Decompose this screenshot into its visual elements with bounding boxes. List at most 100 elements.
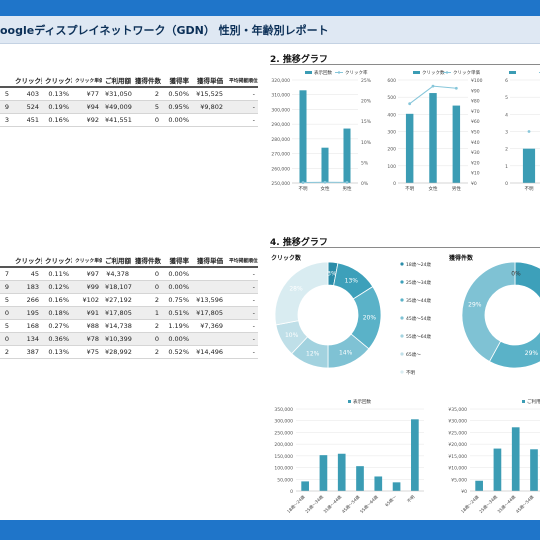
table-cell: ¥18,107 xyxy=(102,280,132,294)
y-tick-label: 270,000 xyxy=(271,152,290,158)
table-cell: ¥88 xyxy=(72,319,102,333)
column-header: クリック単価 xyxy=(72,74,102,88)
bar xyxy=(522,148,536,183)
table-row: 9 183 0.12% ¥99 ¥18,107 0 0.00% - xyxy=(0,280,258,294)
legend-label: 45歳〜54歳 xyxy=(406,315,431,322)
table-cell: 0.27% xyxy=(42,319,72,333)
table-cell: - xyxy=(226,306,258,320)
bar xyxy=(301,481,309,491)
y-tick-label: 100,000 xyxy=(274,466,293,472)
table-cell: 0.16% xyxy=(42,293,72,307)
column-header: 獲得率 xyxy=(162,74,192,88)
row-lead-cell: 2 xyxy=(0,345,12,359)
table-cell: ¥31,050 xyxy=(102,87,132,101)
legend-label: 18歳〜24歳 xyxy=(406,261,431,268)
table-cell: - xyxy=(226,319,258,333)
bar xyxy=(530,449,538,491)
slice-label: 12% xyxy=(306,351,320,358)
table-cell: ¥97 xyxy=(72,267,102,281)
row-lead-cell: 5 xyxy=(0,87,12,101)
y-tick-label: 5 xyxy=(505,95,508,101)
table-cell: 524 xyxy=(12,100,42,114)
table-cell: ¥28,992 xyxy=(102,345,132,359)
y-tick-label: 600 xyxy=(387,78,396,84)
legend-label: 表示回数 xyxy=(314,69,332,76)
y-tick-label: ¥30,000 xyxy=(448,419,467,425)
legend-dot xyxy=(400,352,404,356)
table-cell xyxy=(192,280,226,294)
y-tick-label: ¥20,000 xyxy=(448,442,467,448)
table-row: 0 134 0.36% ¥78 ¥10,399 0 0.00% - xyxy=(0,332,258,346)
column-header: 獲得件数 xyxy=(132,254,162,268)
column-header: 平均掲載順位 xyxy=(226,254,258,268)
legend-swatch-bar xyxy=(348,400,351,403)
table-cell: ¥13,596 xyxy=(192,293,226,307)
y-tick-label: 1 xyxy=(505,164,508,170)
column-header: 獲得単価 xyxy=(192,254,226,268)
legend-swatch-bar xyxy=(522,400,525,403)
section-title-age-graphs: 4. 推移グラフ xyxy=(270,238,328,248)
table-cell: ¥7,369 xyxy=(192,319,226,333)
table-cell: 195 xyxy=(12,306,42,320)
line-point xyxy=(527,130,531,133)
legend-swatch-bar xyxy=(305,71,312,74)
x-tick-label: 35歳〜44歳 xyxy=(496,493,517,514)
y-tick-label: ¥5,000 xyxy=(451,477,467,483)
table-cell: 0.95% xyxy=(162,100,192,114)
y-tick-label: 310,000 xyxy=(271,93,290,99)
y-tick-label: 290,000 xyxy=(271,122,290,128)
column-header: ご利用額 xyxy=(102,254,132,268)
slice-label: 10% xyxy=(285,332,299,339)
y2-tick-label: ¥60 xyxy=(471,119,480,125)
table-cell: - xyxy=(226,293,258,307)
legend-label: 65歳〜 xyxy=(406,351,421,358)
y-tick-label: 150,000 xyxy=(274,454,293,460)
x-tick-label: 18歳〜24歳 xyxy=(285,493,306,514)
x-tick-label: 45歳〜54歳 xyxy=(514,493,535,514)
row-lead-cell: 0 xyxy=(0,306,12,320)
legend-dot xyxy=(400,280,404,284)
table-cell: 387 xyxy=(12,345,42,359)
bar xyxy=(493,448,502,491)
section-title-gender-graphs: 2. 推移グラフ xyxy=(270,55,328,65)
bar xyxy=(452,105,461,183)
y-tick-label: ¥0 xyxy=(461,489,467,495)
table-cell: ¥14,738 xyxy=(102,319,132,333)
legend-label: クリック単価 xyxy=(453,69,480,76)
table-cell: 0.52% xyxy=(162,345,192,359)
legend-dot xyxy=(400,262,404,266)
y-tick-label: 260,000 xyxy=(271,166,290,172)
table-row: 7 45 0.11% ¥97 ¥4,378 0 0.00% - xyxy=(0,267,258,281)
table-cell: 134 xyxy=(12,332,42,346)
donut-slice xyxy=(461,261,516,362)
y-tick-label: 300,000 xyxy=(274,419,293,425)
slice-label: 20% xyxy=(363,315,377,322)
bottom-blue-band xyxy=(0,520,540,540)
slice-label: 29% xyxy=(468,302,482,309)
legend-label: クリック数 xyxy=(422,69,445,76)
column-header: ご利用額 xyxy=(102,74,132,88)
table-cell: ¥92 xyxy=(72,113,102,127)
row-lead-cell: 3 xyxy=(0,113,12,127)
x-tick-label: 不明 xyxy=(299,186,308,192)
line-point xyxy=(408,102,412,106)
gender-table: クリック数クリック率クリック単価ご利用額獲得件数獲得率獲得単価平均掲載順位 54… xyxy=(0,74,258,127)
y2-tick-label: 20% xyxy=(361,99,372,105)
bar xyxy=(343,128,351,183)
x-tick-label: 65歳〜 xyxy=(383,493,397,507)
table-cell: - xyxy=(226,100,258,114)
table-cell: ¥15,525 xyxy=(192,87,226,101)
table-cell: - xyxy=(226,113,258,127)
chart-title: クリック数 xyxy=(271,254,302,262)
section-rule xyxy=(270,64,540,65)
x-tick-label: 35歳〜44歳 xyxy=(322,493,343,514)
y-tick-label: 250,000 xyxy=(271,181,290,187)
y-tick-label: 280,000 xyxy=(271,137,290,143)
table-cell: 266 xyxy=(12,293,42,307)
y-tick-label: 0 xyxy=(393,181,396,187)
y-tick-label: ¥10,000 xyxy=(448,466,467,472)
table-cell: 0.00% xyxy=(162,280,192,294)
y-tick-label: 300 xyxy=(387,130,396,136)
legend-marker xyxy=(445,71,449,74)
